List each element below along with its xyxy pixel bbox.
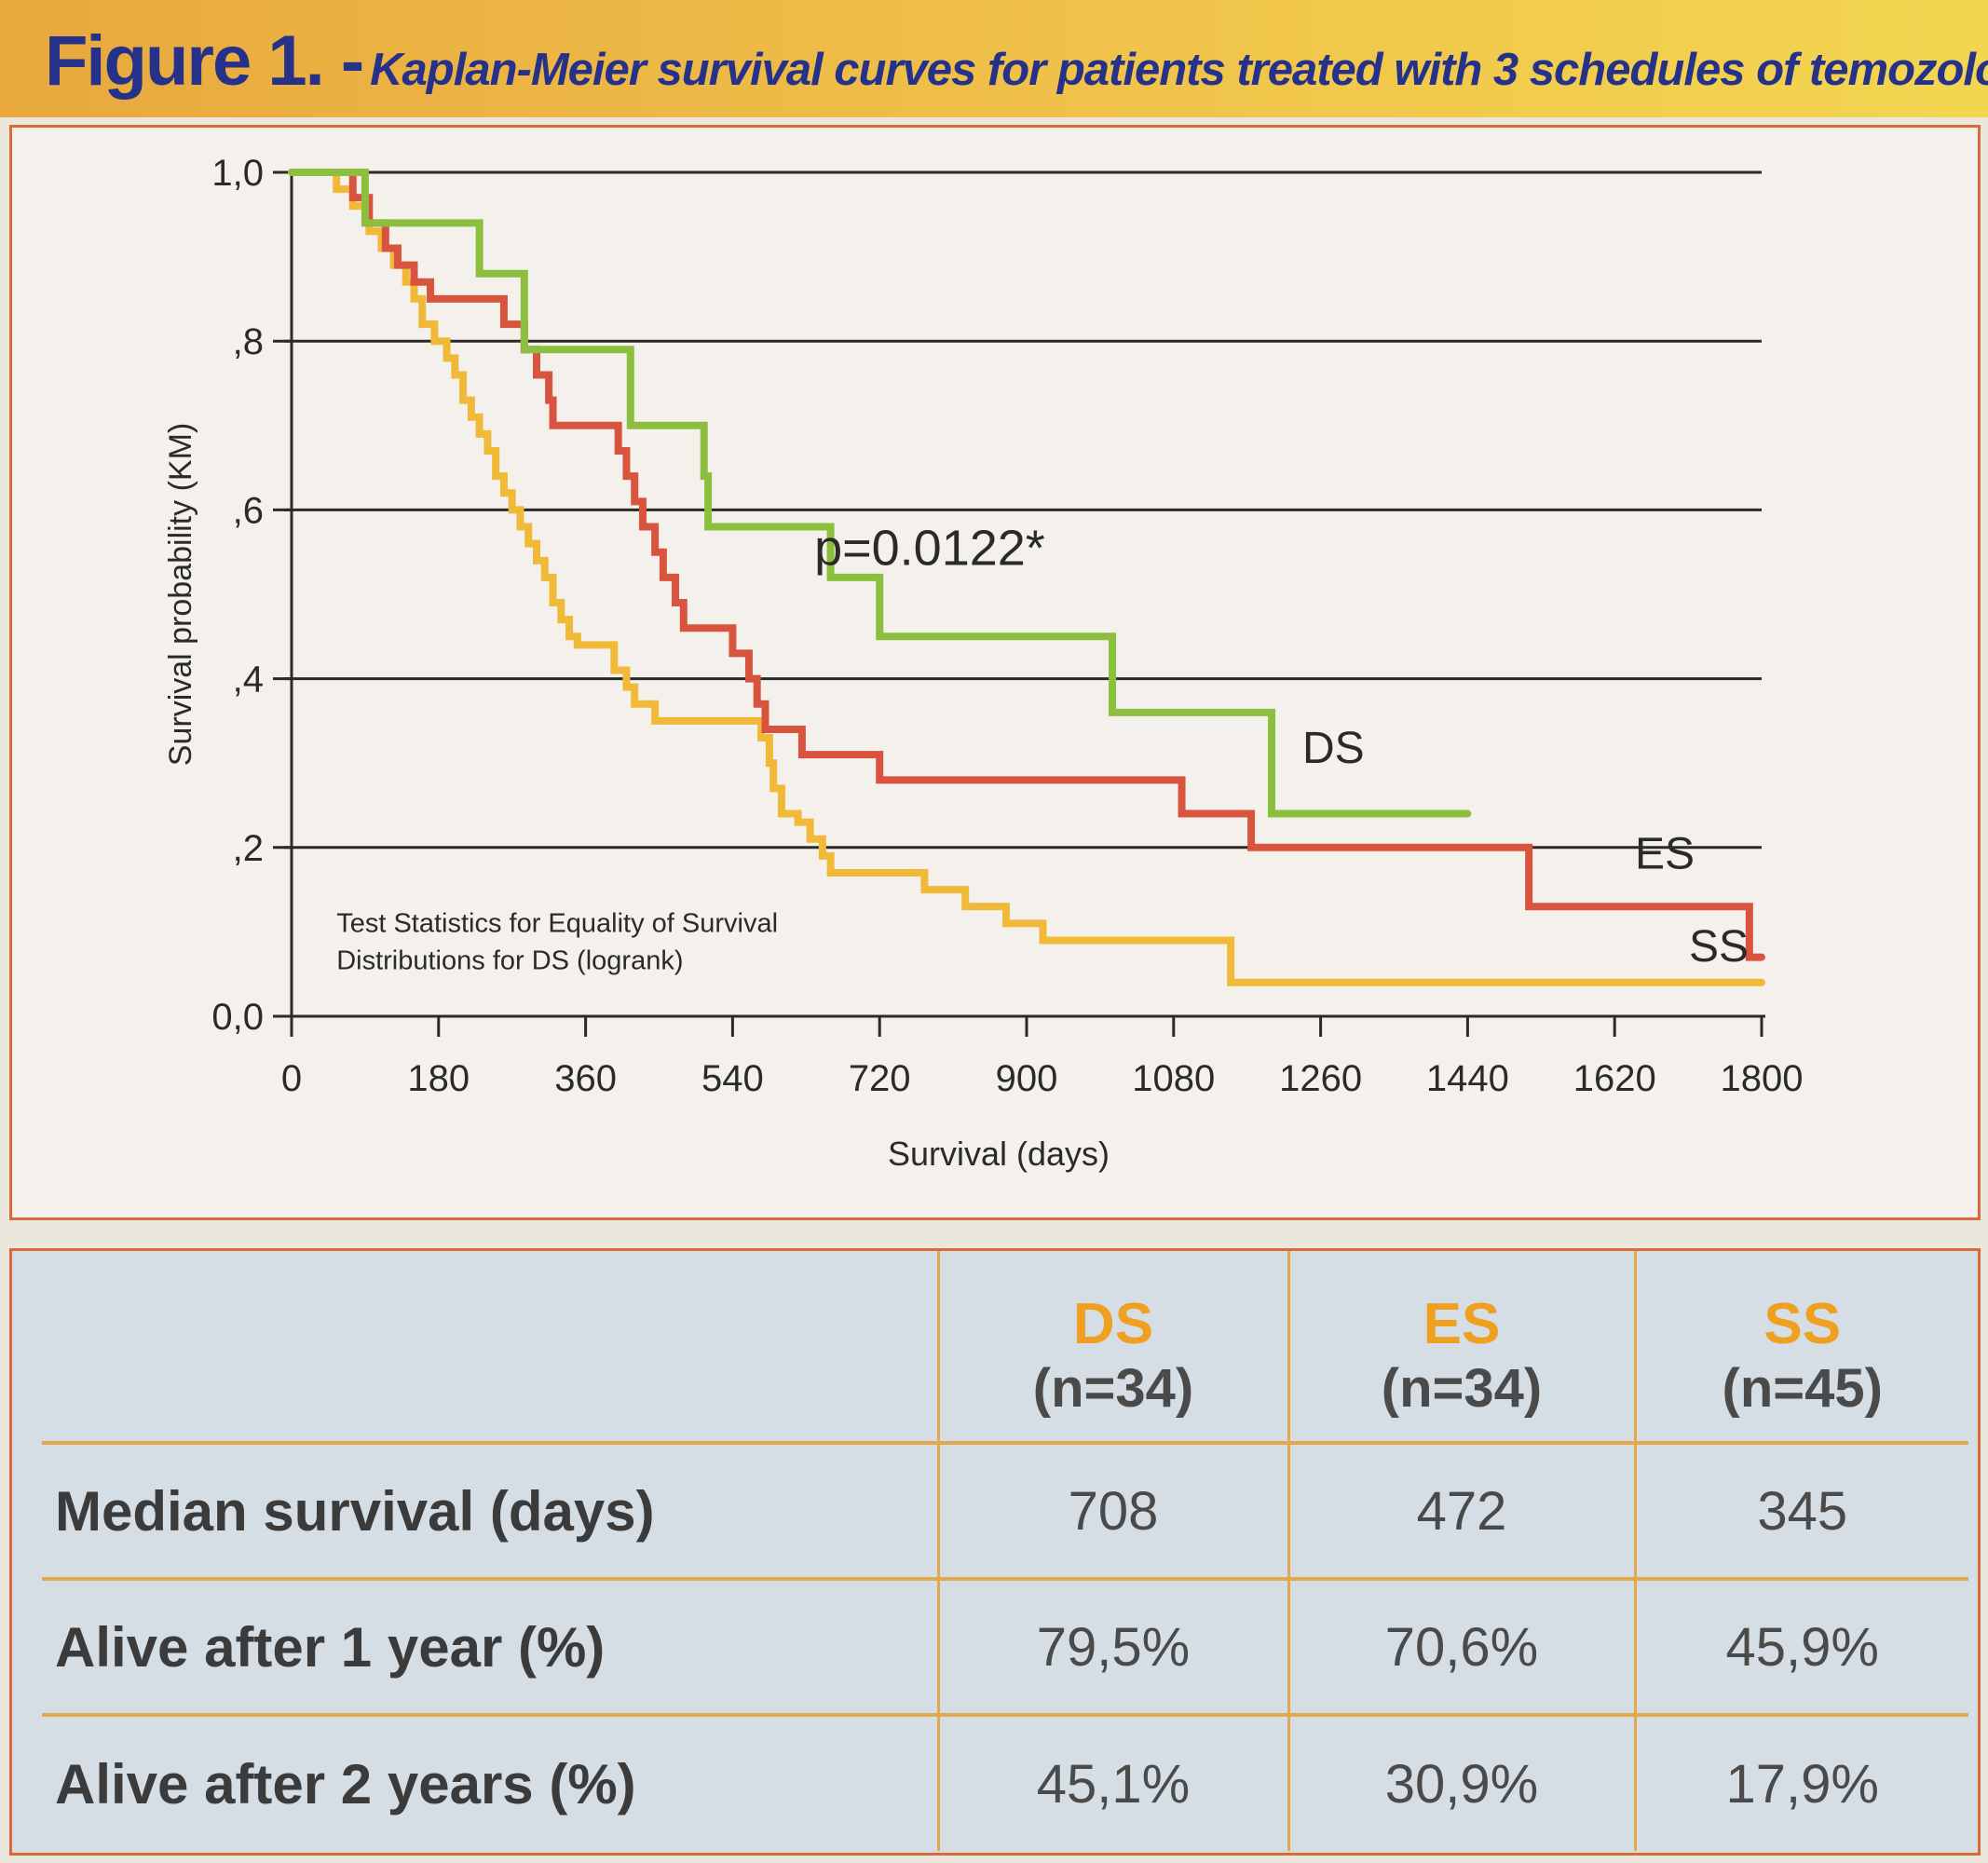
table-cell: 45,9%	[1633, 1579, 1968, 1717]
labels-layer: 0,0 ,2 ,4 ,6 ,8 1,0 0 180 360 540 720 900 1080 1260 14…	[163, 153, 1803, 1173]
km-chart: 0,0 ,2 ,4 ,6 ,8 1,0 0 180 360 540 720 900 1080 1260 14…	[163, 153, 1803, 1173]
x-tick-label: 540	[701, 1058, 764, 1099]
group-n: (n=34)	[1381, 1358, 1543, 1419]
test-note-line1: Test Statistics for Equality of Survival	[336, 908, 778, 938]
table-header-row: DS (n=34) ES (n=34) SS (n=45)	[42, 1251, 1968, 1445]
y-tick-label: ,4	[233, 660, 264, 700]
table-row: Alive after 1 year (%) 79,5% 70,6% 45,9%	[42, 1579, 1968, 1717]
group-name: DS	[1072, 1292, 1154, 1356]
y-tick-label: 1,0	[211, 153, 264, 194]
y-tick-label: ,2	[233, 828, 264, 869]
table-cell: 17,9%	[1633, 1715, 1968, 1851]
pvalue-annotation: p=0.0122*	[814, 520, 1045, 576]
table-cell: 708	[936, 1443, 1288, 1581]
table-cell: 30,9%	[1287, 1715, 1635, 1851]
row-label: Median survival (days)	[42, 1443, 938, 1581]
x-tick-label: 0	[281, 1058, 302, 1099]
x-tick-label: 1260	[1279, 1058, 1362, 1099]
x-tick-label: 1620	[1573, 1058, 1656, 1099]
figure-title-bar: Figure 1. - Kaplan-Meier survival curves …	[0, 0, 1988, 117]
group-n: (n=34)	[1032, 1358, 1194, 1419]
table-row: Alive after 2 years (%) 45,1% 30,9% 17,9…	[42, 1715, 1968, 1851]
x-tick-label: 1800	[1721, 1058, 1804, 1099]
header-ds: DS (n=34)	[936, 1251, 1288, 1445]
series-line-ss	[288, 169, 1765, 986]
table-cell: 79,5%	[936, 1579, 1288, 1717]
x-axis-title: Survival (days)	[888, 1135, 1110, 1173]
x-tick-label: 720	[849, 1058, 911, 1099]
x-tick-label: 900	[996, 1058, 1058, 1099]
x-tick-label: 360	[554, 1058, 617, 1099]
chart-panel: 0,0 ,2 ,4 ,6 ,8 1,0 0 180 360 540 720 900 1080 1260 14…	[9, 125, 1981, 1220]
x-tick-label: 1080	[1132, 1058, 1215, 1099]
figure-title: Kaplan-Meier survival curves for patient…	[370, 45, 1988, 95]
header-ss: SS (n=45)	[1633, 1251, 1968, 1445]
y-tick-label: 0,0	[211, 997, 264, 1038]
header-empty-cell	[42, 1251, 938, 1445]
group-n: (n=45)	[1722, 1358, 1883, 1419]
series-layer	[288, 169, 1765, 986]
test-note-line2: Distributions for DS (logrank)	[336, 945, 683, 975]
stats-table: DS (n=34) ES (n=34) SS (n=45) Median sur…	[42, 1251, 1968, 1851]
table-cell: 45,1%	[936, 1715, 1288, 1851]
row-label: Alive after 2 years (%)	[55, 1752, 636, 1815]
axes-layer	[273, 169, 1765, 1037]
table-cell: 70,6%	[1287, 1579, 1635, 1717]
header-es: ES (n=34)	[1287, 1251, 1635, 1445]
group-name: ES	[1423, 1292, 1501, 1356]
series-line-ds	[288, 169, 1472, 818]
table-row: Median survival (days) 708 472 345	[42, 1443, 1968, 1581]
series-line-es	[288, 169, 1765, 961]
table-cell: 472	[1287, 1443, 1635, 1581]
x-tick-label: 1440	[1426, 1058, 1509, 1099]
figure-label: Figure 1. -	[45, 21, 364, 101]
x-tick-label: 180	[407, 1058, 470, 1099]
series-label-ds: DS	[1302, 724, 1365, 773]
table-cell: 345	[1633, 1443, 1968, 1581]
series-label-es: ES	[1635, 829, 1695, 878]
series-label-ss: SS	[1689, 922, 1749, 972]
row-label: Alive after 1 year (%)	[42, 1579, 938, 1717]
y-tick-label: ,8	[233, 321, 264, 362]
y-axis-title: Survival probability (KM)	[163, 423, 198, 766]
group-name: SS	[1763, 1292, 1842, 1356]
y-tick-label: ,6	[233, 490, 264, 531]
stats-table-panel: DS (n=34) ES (n=34) SS (n=45) Median sur…	[9, 1248, 1981, 1856]
